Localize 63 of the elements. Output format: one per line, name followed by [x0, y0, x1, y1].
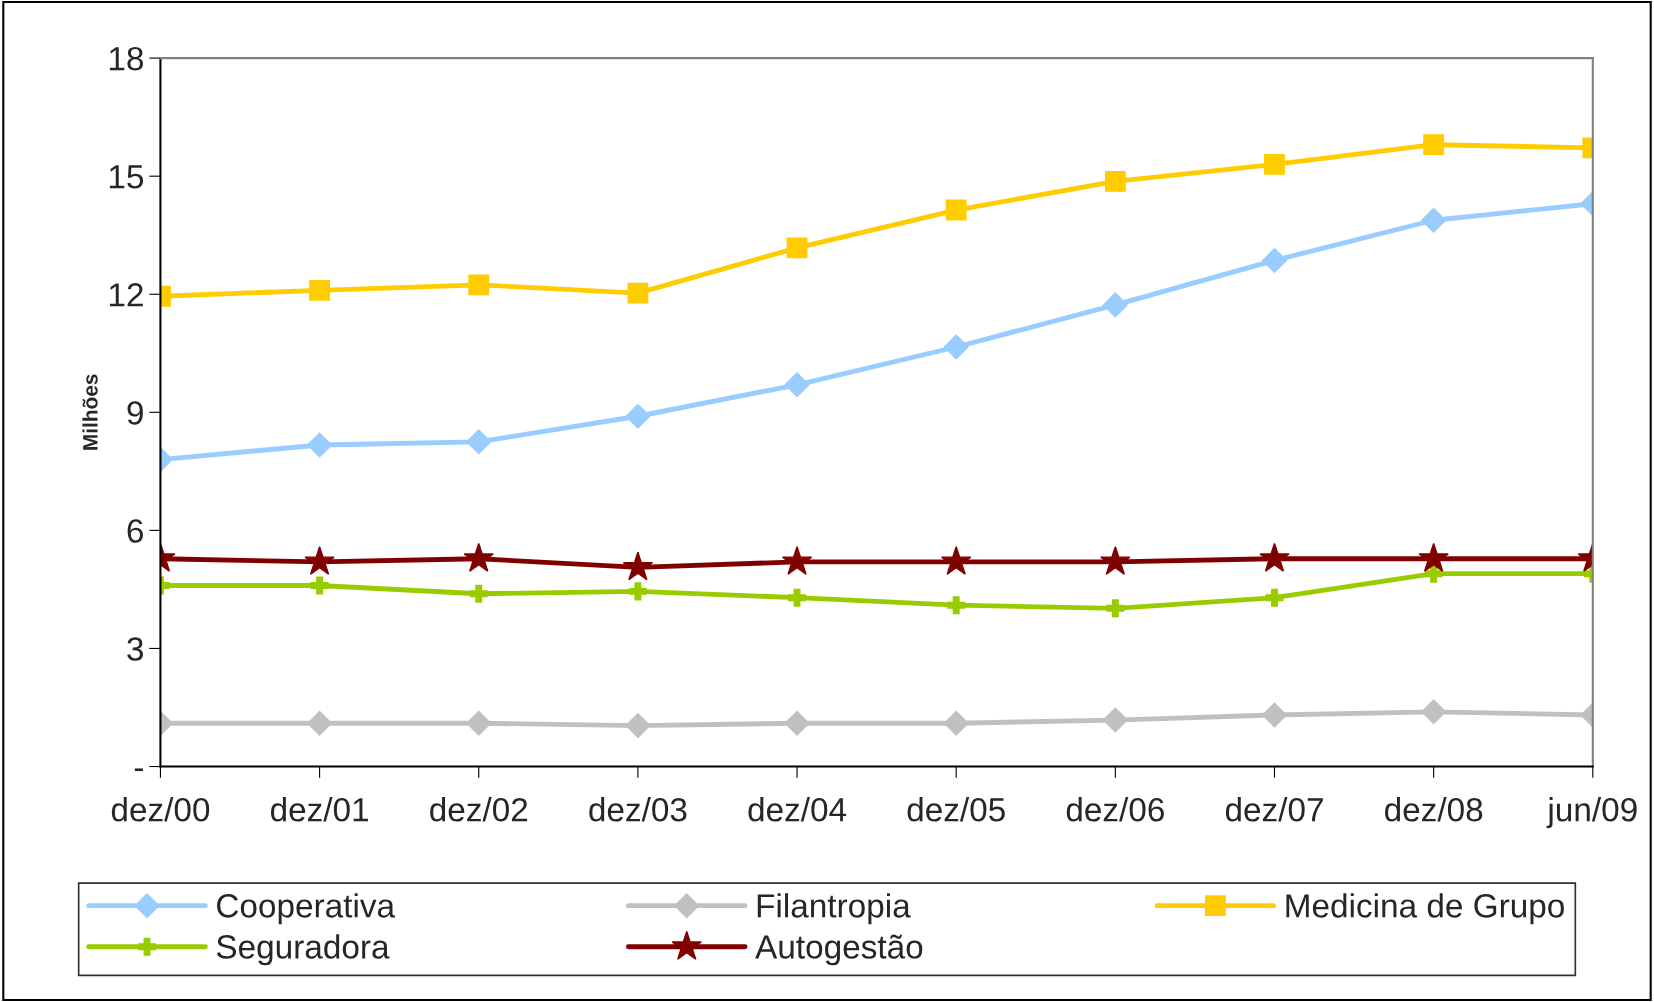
legend-label: Filantropia — [757, 893, 911, 925]
y-tick-label: 9 — [127, 401, 143, 425]
x-tick-label: dez/01 — [270, 797, 369, 822]
point — [947, 596, 966, 615]
point — [788, 588, 807, 607]
point — [940, 545, 972, 575]
y-tick-label: - — [134, 768, 143, 772]
point — [1418, 542, 1449, 572]
point — [1262, 247, 1287, 273]
point — [1265, 588, 1284, 607]
point — [945, 199, 967, 221]
point — [307, 710, 333, 736]
point — [1262, 702, 1287, 728]
legend-label: Cooperativa — [217, 893, 396, 925]
point — [625, 713, 651, 739]
x-tick-label: dez/00 — [111, 797, 210, 822]
point — [784, 710, 810, 736]
point — [784, 372, 810, 398]
point — [1421, 207, 1447, 233]
y-tick-label: 12 — [109, 283, 143, 307]
point — [466, 429, 492, 455]
point — [1421, 699, 1447, 725]
point — [307, 432, 333, 458]
y-tick-label: 15 — [109, 165, 144, 189]
x-tick-label: dez/03 — [589, 797, 687, 822]
point — [1259, 542, 1290, 572]
point — [469, 584, 488, 603]
point — [943, 710, 969, 736]
x-tick-label: dez/07 — [1225, 797, 1323, 822]
x-tick-label: dez/04 — [748, 797, 847, 822]
point — [786, 237, 808, 259]
y-tick-label: 3 — [127, 637, 143, 661]
point — [1423, 134, 1445, 156]
x-tick-label: dez/05 — [907, 797, 1005, 822]
point — [1102, 707, 1128, 733]
point — [627, 282, 649, 304]
point — [309, 279, 331, 301]
point — [304, 545, 335, 575]
point — [1104, 170, 1126, 192]
point — [1264, 153, 1285, 175]
x-tick-label: dez/06 — [1066, 797, 1164, 822]
point — [310, 576, 329, 595]
point — [468, 274, 490, 296]
point — [622, 551, 654, 581]
y-tick-label: 18 — [109, 46, 144, 71]
point — [1424, 564, 1443, 583]
legend-label: Seguradora — [216, 934, 390, 966]
legend-label: Autogestão — [755, 934, 923, 966]
point — [628, 582, 647, 601]
point — [1100, 545, 1131, 575]
point — [1106, 599, 1125, 618]
point — [1102, 292, 1128, 318]
point — [625, 403, 651, 429]
point — [943, 334, 969, 360]
x-tick-label: dez/02 — [430, 797, 528, 822]
x-tick-label: jun/09 — [1546, 797, 1637, 829]
point — [781, 545, 813, 575]
x-tick-label: dez/08 — [1385, 797, 1483, 822]
point — [466, 710, 492, 736]
y-axis-title: Milhões — [82, 374, 98, 450]
legend-label: Medicina de Grupo — [1286, 893, 1564, 925]
point — [463, 542, 494, 572]
y-tick-label: 6 — [127, 519, 143, 543]
